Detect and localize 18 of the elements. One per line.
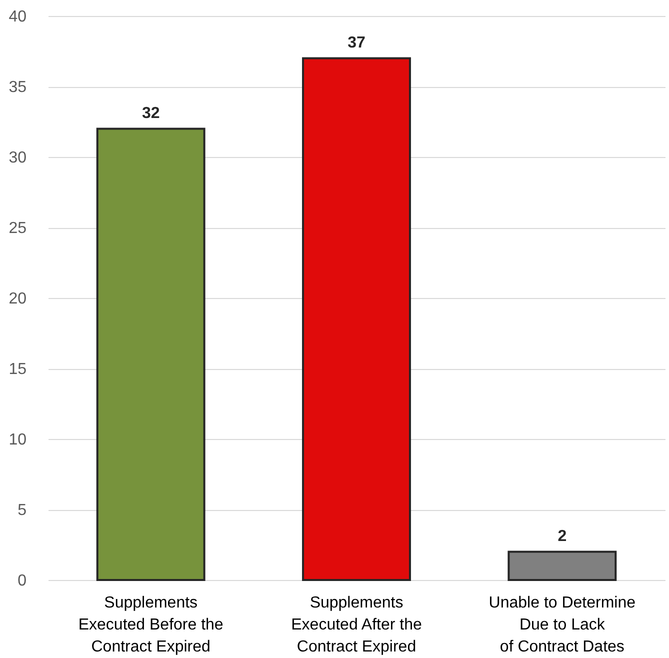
- data-label: 37: [348, 34, 366, 52]
- y-tick-label: 30: [8, 150, 27, 166]
- x-tick-label: Supplements Executed After the Contract Expired: [291, 594, 422, 656]
- bar: [96, 128, 206, 581]
- y-tick-label: 35: [8, 79, 27, 96]
- y-tick-label: 25: [8, 220, 27, 237]
- y-tick-label: 40: [8, 8, 27, 26]
- x-tick-label: Unable to Determine Due to Lack of Contract Dates: [488, 594, 636, 656]
- data-label: 32: [142, 104, 160, 122]
- y-tick-label: 15: [8, 361, 27, 378]
- y-tick-label: 0: [18, 572, 27, 590]
- y-tick-label: 5: [18, 502, 27, 519]
- data-label: 2: [558, 528, 567, 545]
- bar: [302, 57, 411, 581]
- y-tick-label: 10: [8, 432, 27, 448]
- bar: [508, 550, 617, 581]
- x-tick-label: Supplements Executed Before the Contract Expired: [78, 594, 224, 656]
- y-tick-label: 20: [8, 290, 27, 308]
